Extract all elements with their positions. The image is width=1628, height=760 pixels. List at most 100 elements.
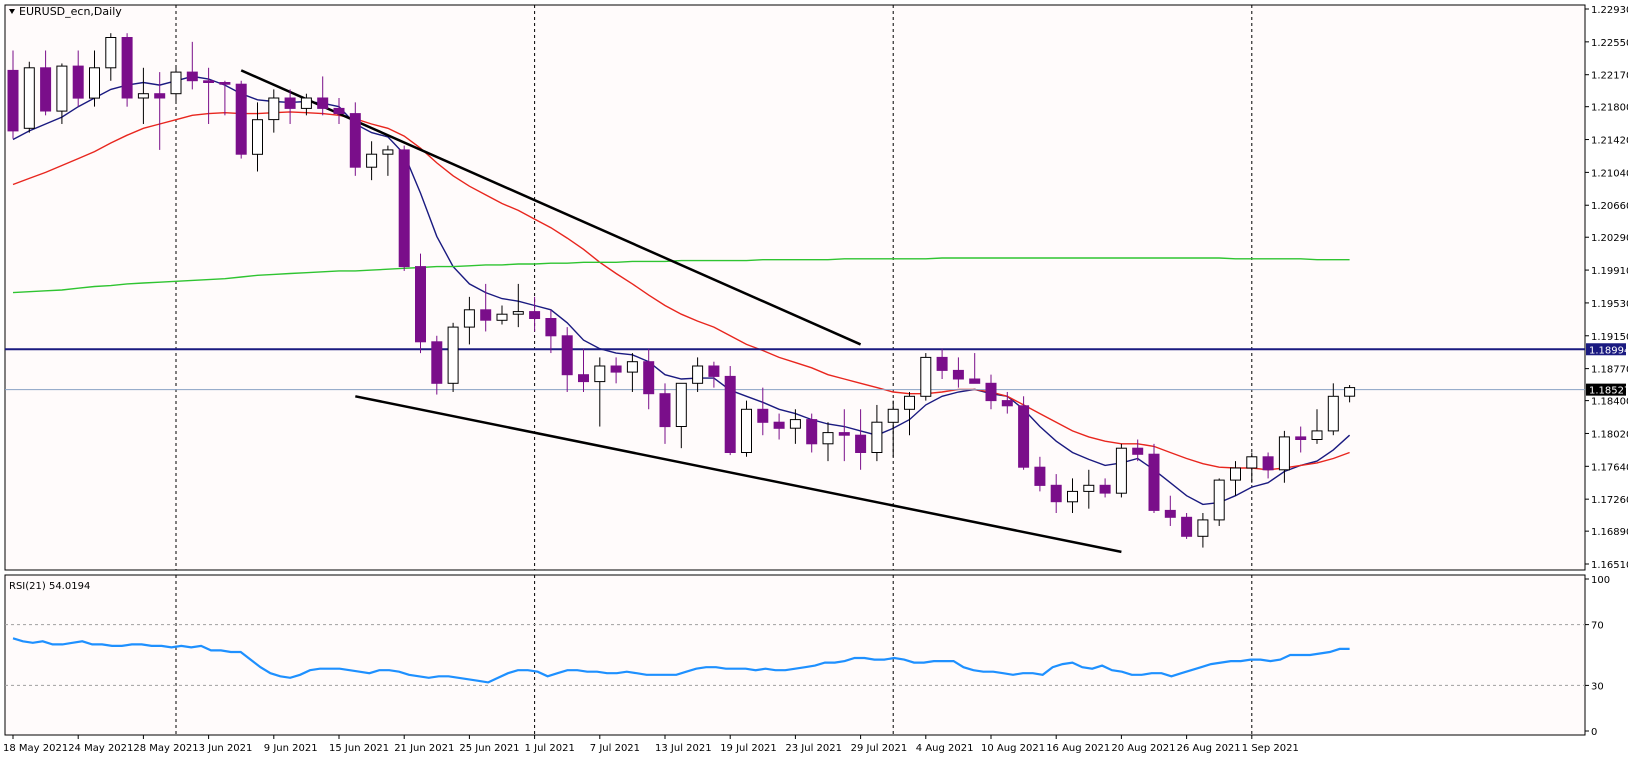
candle-body [757, 408, 769, 423]
candle-body [235, 83, 247, 155]
candle [969, 353, 981, 384]
candle [1034, 456, 1046, 492]
time-tick-label: 15 Jun 2021 [329, 743, 389, 754]
price-level-tag [1586, 343, 1626, 356]
candle-body [1099, 484, 1111, 494]
candle-body [496, 313, 508, 321]
candle [1181, 512, 1193, 539]
candle-body [300, 97, 312, 109]
candle [643, 348, 655, 410]
rsi-panel[interactable]: RSI(21) 54.0194 100 70 30 0 [4, 574, 1610, 738]
candle [333, 98, 345, 124]
trendline[interactable] [240, 69, 862, 346]
rsi-plot-area [4, 574, 1586, 736]
candle-body [806, 419, 818, 445]
candle-body [1344, 387, 1356, 397]
price-tick-label: 1.19150 [1591, 332, 1628, 343]
candle [284, 89, 296, 124]
price-panel[interactable]: EURUSD_ecn,Daily 1.229301.225501.221701.… [4, 4, 1628, 571]
price-level-label: 1.18994 [1589, 345, 1628, 356]
candle-body [415, 266, 426, 343]
candle-body [936, 356, 948, 371]
candle [463, 296, 475, 345]
candle [594, 357, 606, 427]
price-tick-label: 1.20290 [1591, 233, 1628, 244]
candle-body [1327, 395, 1339, 432]
time-tick-label: 20 Aug 2021 [1111, 743, 1175, 754]
candle-body [56, 65, 68, 112]
candle-body [855, 434, 867, 454]
candle-body [1001, 400, 1013, 407]
horizontal-levels[interactable] [5, 348, 1585, 391]
symbol-title: EURUSD_ecn,Daily [19, 5, 122, 18]
time-axis[interactable]: 18 May 2021 24 May 2021 28 May 2021 3 Jun 2… [3, 735, 1299, 754]
candle-body [1083, 484, 1095, 492]
trendlines[interactable] [240, 69, 1122, 554]
candle-body [1213, 479, 1225, 521]
candle [871, 404, 883, 462]
candle-body [1164, 509, 1176, 518]
time-tick-label: 7 Jul 2021 [590, 743, 640, 754]
candle-body [1148, 453, 1160, 511]
candle-body [1295, 436, 1307, 440]
price-axis[interactable]: 1.22930 1.22550 1.22170 1.21800 1.21420 1.210… [1585, 5, 1628, 571]
candle [1311, 409, 1323, 444]
candle [529, 296, 541, 332]
price-tick-label: 1.20660 [1591, 201, 1628, 212]
moving-average-line [12, 257, 1350, 294]
candle [1067, 478, 1078, 513]
candlesticks [7, 33, 1356, 548]
candle-body [871, 421, 883, 454]
rsi-tick-label: 70 [1591, 621, 1604, 632]
candle-body [398, 149, 410, 268]
candle-body [105, 37, 117, 69]
candle [170, 67, 182, 103]
candle-body [952, 369, 964, 380]
rsi-title: RSI(21) 54.0194 [9, 581, 90, 592]
time-tick-label: 29 Jul 2021 [851, 743, 908, 754]
candle [300, 93, 312, 116]
candle [1083, 469, 1095, 509]
rsi-tick-label: 30 [1591, 681, 1604, 692]
candle-body [838, 432, 850, 436]
rsi-tick-label: 0 [1591, 727, 1597, 738]
rsi-series-line [12, 637, 1350, 684]
candle-body [1278, 436, 1290, 471]
candle-body [626, 361, 638, 373]
time-tick-label: 18 May 2021 [3, 743, 68, 754]
candle [708, 361, 720, 388]
price-tick-label: 1.21040 [1591, 168, 1628, 179]
price-tick-label: 1.16510 [1591, 560, 1628, 571]
candle [578, 348, 589, 392]
candle [398, 145, 410, 271]
candle [920, 353, 932, 401]
candle [137, 67, 149, 124]
candle [675, 382, 687, 449]
candle [23, 61, 35, 133]
candle-body [1115, 447, 1127, 494]
candle [1050, 474, 1062, 513]
rsi-axis[interactable]: 100 70 30 0 [1585, 575, 1610, 738]
candle-body [643, 361, 655, 395]
candle-body [431, 341, 443, 384]
candle-body [529, 311, 541, 320]
candle [1018, 396, 1030, 470]
candle-body [170, 71, 182, 95]
candle [545, 309, 557, 354]
candle-body [447, 326, 459, 384]
candle-body [480, 309, 492, 321]
candle [72, 50, 84, 107]
candle-body [724, 375, 736, 453]
candle-body [7, 69, 19, 132]
candle [838, 409, 850, 462]
rsi-tick-label: 100 [1591, 575, 1610, 586]
candle-body [887, 408, 899, 423]
trendline[interactable] [355, 395, 1122, 554]
candle [936, 348, 948, 379]
triangle-down-icon [9, 9, 15, 14]
candle [724, 366, 736, 456]
price-level-label: 1.18527 [1589, 386, 1628, 397]
time-tick-label: 4 Aug 2021 [916, 743, 974, 754]
candle [89, 50, 100, 107]
